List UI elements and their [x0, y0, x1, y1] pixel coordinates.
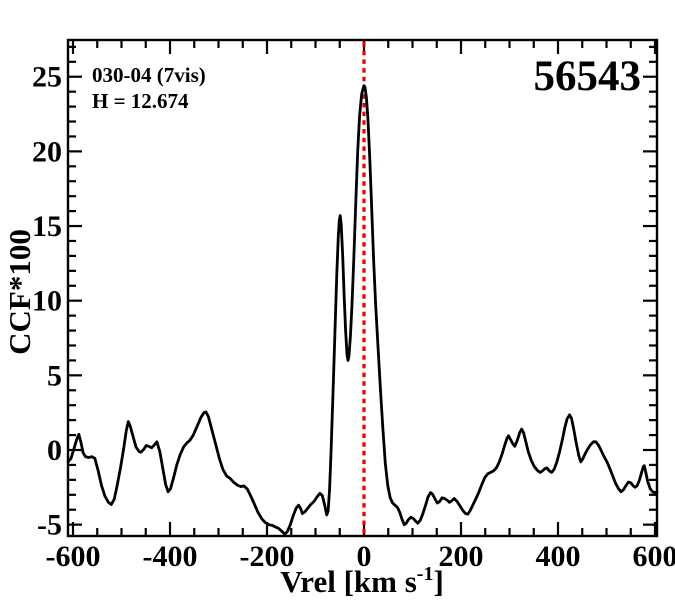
x-tick-label: -200	[240, 540, 295, 573]
x-axis-label-main: Vrel [km s	[280, 564, 417, 599]
x-tick-label: -400	[142, 540, 197, 573]
x-tick-label: -600	[45, 540, 100, 573]
x-tick-label: 600	[633, 540, 675, 573]
x-tick-label: 200	[439, 540, 484, 573]
x-axis-label-close: ]	[433, 564, 443, 599]
plot-frame	[66, 38, 659, 538]
y-axis-ticks	[68, 45, 657, 526]
annotation-epoch: 56543	[534, 53, 642, 100]
y-tick-label: 10	[32, 285, 62, 318]
y-tick-label: 15	[32, 210, 62, 243]
annotation-target-id: 030-04 (7vis)	[92, 63, 206, 87]
y-tick-label: 0	[47, 434, 62, 467]
annotation-h-magnitude: H = 12.674	[92, 89, 189, 113]
y-tick-label: 25	[32, 61, 62, 94]
x-tick-labels: -600 -400 -200 0 200 400 600	[45, 540, 675, 573]
y-axis-label: CCF*100	[2, 229, 37, 355]
x-axis-label: Vrel [km s-1]	[280, 563, 444, 599]
x-tick-label: 0	[357, 540, 372, 573]
ccf-curve	[66, 84, 659, 536]
y-tick-label: 5	[47, 359, 62, 392]
y-tick-labels: -5 0 5 10 15 20 25	[32, 61, 62, 542]
x-tick-label: 400	[536, 540, 581, 573]
y-tick-label: 20	[32, 135, 62, 168]
y-tick-label: -5	[37, 509, 62, 542]
x-axis-label-superscript: -1	[417, 563, 434, 585]
